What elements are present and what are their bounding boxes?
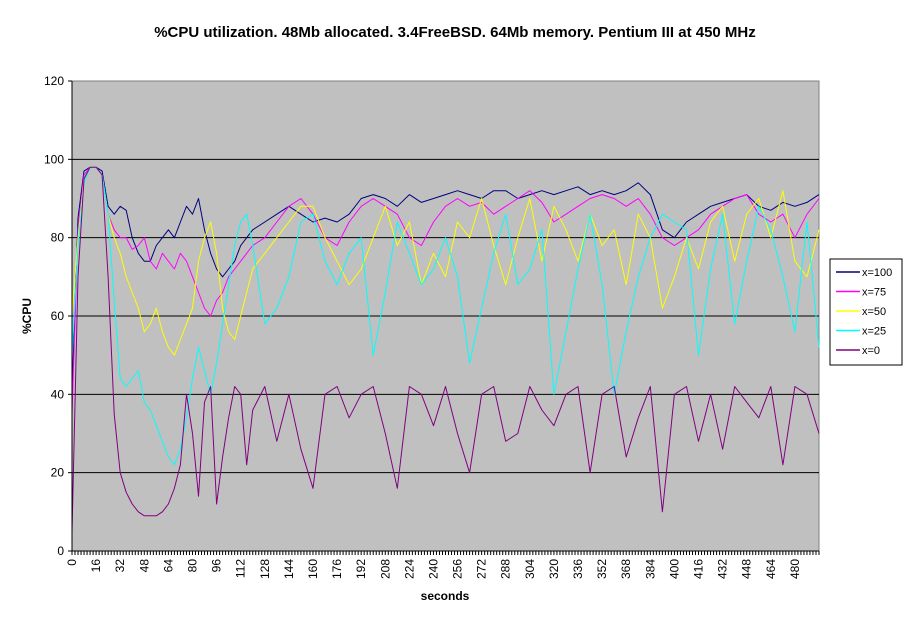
x-axis-ticks: 0 16 32 48 64 80 96 112 128 144 160 176 192 208 224 240… [65, 551, 820, 579]
series-line-1 [71, 166, 820, 414]
x-tick-label: 272 [475, 559, 489, 579]
y-tick-label: 20 [51, 466, 65, 480]
x-tick-label: 112 [234, 559, 248, 578]
chart-title: %CPU utilization. 48Mb allocated. 3.4Fre… [154, 24, 756, 41]
x-tick-label: 336 [571, 559, 585, 579]
x-tick-label: 128 [258, 559, 272, 579]
y-tick-label: 120 [44, 74, 64, 88]
x-tick-label: 176 [330, 559, 344, 579]
x-tick-label: 256 [451, 559, 465, 579]
y-tick-label: 100 [44, 152, 64, 166]
legend-label: x=0 [862, 345, 880, 357]
y-tick-label: 40 [51, 387, 65, 401]
x-axis-label: seconds [421, 589, 470, 603]
x-tick-label: 208 [378, 559, 392, 579]
x-tick-label: 320 [547, 559, 561, 579]
legend-box [829, 258, 903, 366]
x-tick-label: 32 [113, 559, 127, 573]
x-tick-label: 464 [764, 559, 778, 579]
x-tick-label: 368 [619, 559, 633, 579]
x-tick-label: 160 [306, 559, 320, 579]
x-tick-label: 192 [354, 559, 368, 579]
x-tick-label: 416 [692, 559, 706, 579]
legend: x=100 x=75 x=50 x=25 x=0 [829, 258, 903, 366]
x-tick-label: 64 [161, 559, 175, 573]
x-tick-label: 384 [643, 559, 657, 579]
y-tick-label: 80 [51, 231, 65, 245]
x-tick-label: 480 [788, 559, 802, 579]
legend-label: x=50 [862, 306, 886, 318]
x-tick-label: 16 [89, 559, 103, 573]
series-line-3 [71, 166, 820, 466]
x-tick-label: 288 [499, 559, 513, 579]
series-line-4 [71, 166, 820, 532]
y-tick-label: 0 [57, 544, 64, 558]
x-tick-label: 432 [716, 559, 730, 579]
legend-label: x=75 [862, 287, 886, 299]
legend-label: x=100 [862, 267, 892, 279]
x-tick-label: 80 [185, 559, 199, 573]
x-tick-label: 224 [402, 559, 416, 579]
y-tick-label: 60 [51, 309, 65, 323]
y-axis-label: %CPU [20, 298, 34, 334]
x-tick-label: 304 [523, 559, 537, 579]
x-tick-label: 144 [282, 559, 296, 579]
x-tick-label: 352 [595, 559, 609, 579]
x-tick-label: 400 [667, 559, 681, 579]
x-tick-label: 0 [65, 559, 79, 566]
legend-label: x=25 [862, 326, 886, 338]
x-tick-label: 48 [137, 559, 151, 573]
series-lines [71, 166, 820, 532]
x-tick-label: 96 [210, 559, 224, 573]
series-line-0 [71, 166, 820, 395]
x-tick-label: 448 [740, 559, 754, 579]
x-tick-label: 240 [426, 559, 440, 579]
series-line-2 [71, 166, 820, 356]
y-axis-ticks: 0 20 40 60 80 100 120 [44, 74, 72, 558]
